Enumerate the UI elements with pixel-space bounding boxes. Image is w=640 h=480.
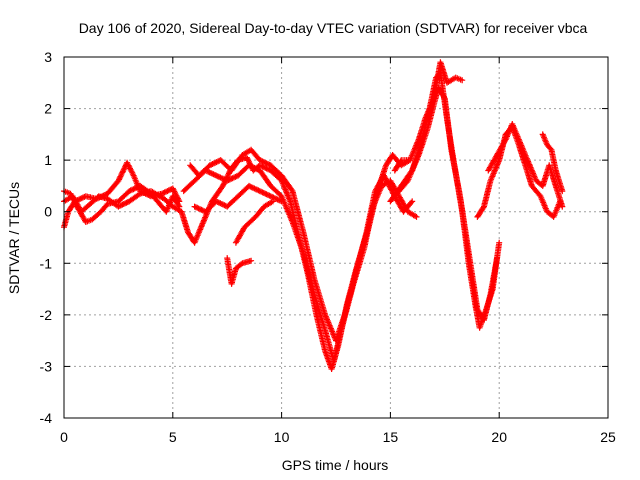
x-tick-label: 5 — [169, 429, 177, 445]
x-axis-title: GPS time / hours — [282, 457, 389, 473]
y-tick-label: -3 — [40, 358, 53, 374]
y-tick-label: -4 — [40, 410, 53, 426]
data-point-markers — [539, 131, 566, 195]
data-point-markers — [396, 84, 500, 323]
y-tick-label: 1 — [44, 152, 52, 168]
y-tick-label: -2 — [40, 307, 53, 323]
y-tick-labels: -4 -3 -2 -1 0 1 2 3 — [40, 49, 53, 426]
data-point-markers — [224, 255, 255, 287]
data-point-markers — [485, 121, 566, 210]
axis-ticks — [63, 56, 609, 419]
plot-frame — [63, 56, 609, 419]
y-axis-title: SDTVAR / TECUs — [6, 182, 22, 294]
y-tick-label: -1 — [40, 255, 53, 271]
x-tick-label: 15 — [383, 429, 399, 445]
x-tick-label: 25 — [600, 429, 616, 445]
y-tick-label: 0 — [44, 204, 52, 220]
chart-title: Day 106 of 2020, Sidereal Day-to-day VTE… — [79, 20, 588, 36]
y-tick-label: 2 — [44, 101, 52, 117]
grid-lines — [64, 57, 608, 418]
x-tick-labels: 0 5 10 15 20 25 — [60, 429, 616, 445]
x-tick-label: 20 — [491, 429, 507, 445]
x-tick-label: 0 — [60, 429, 68, 445]
data-point-markers — [232, 198, 276, 246]
x-tick-label: 10 — [274, 429, 290, 445]
y-tick-label: 3 — [44, 49, 52, 65]
data-point-markers — [187, 146, 416, 344]
data-point-markers — [191, 182, 285, 215]
